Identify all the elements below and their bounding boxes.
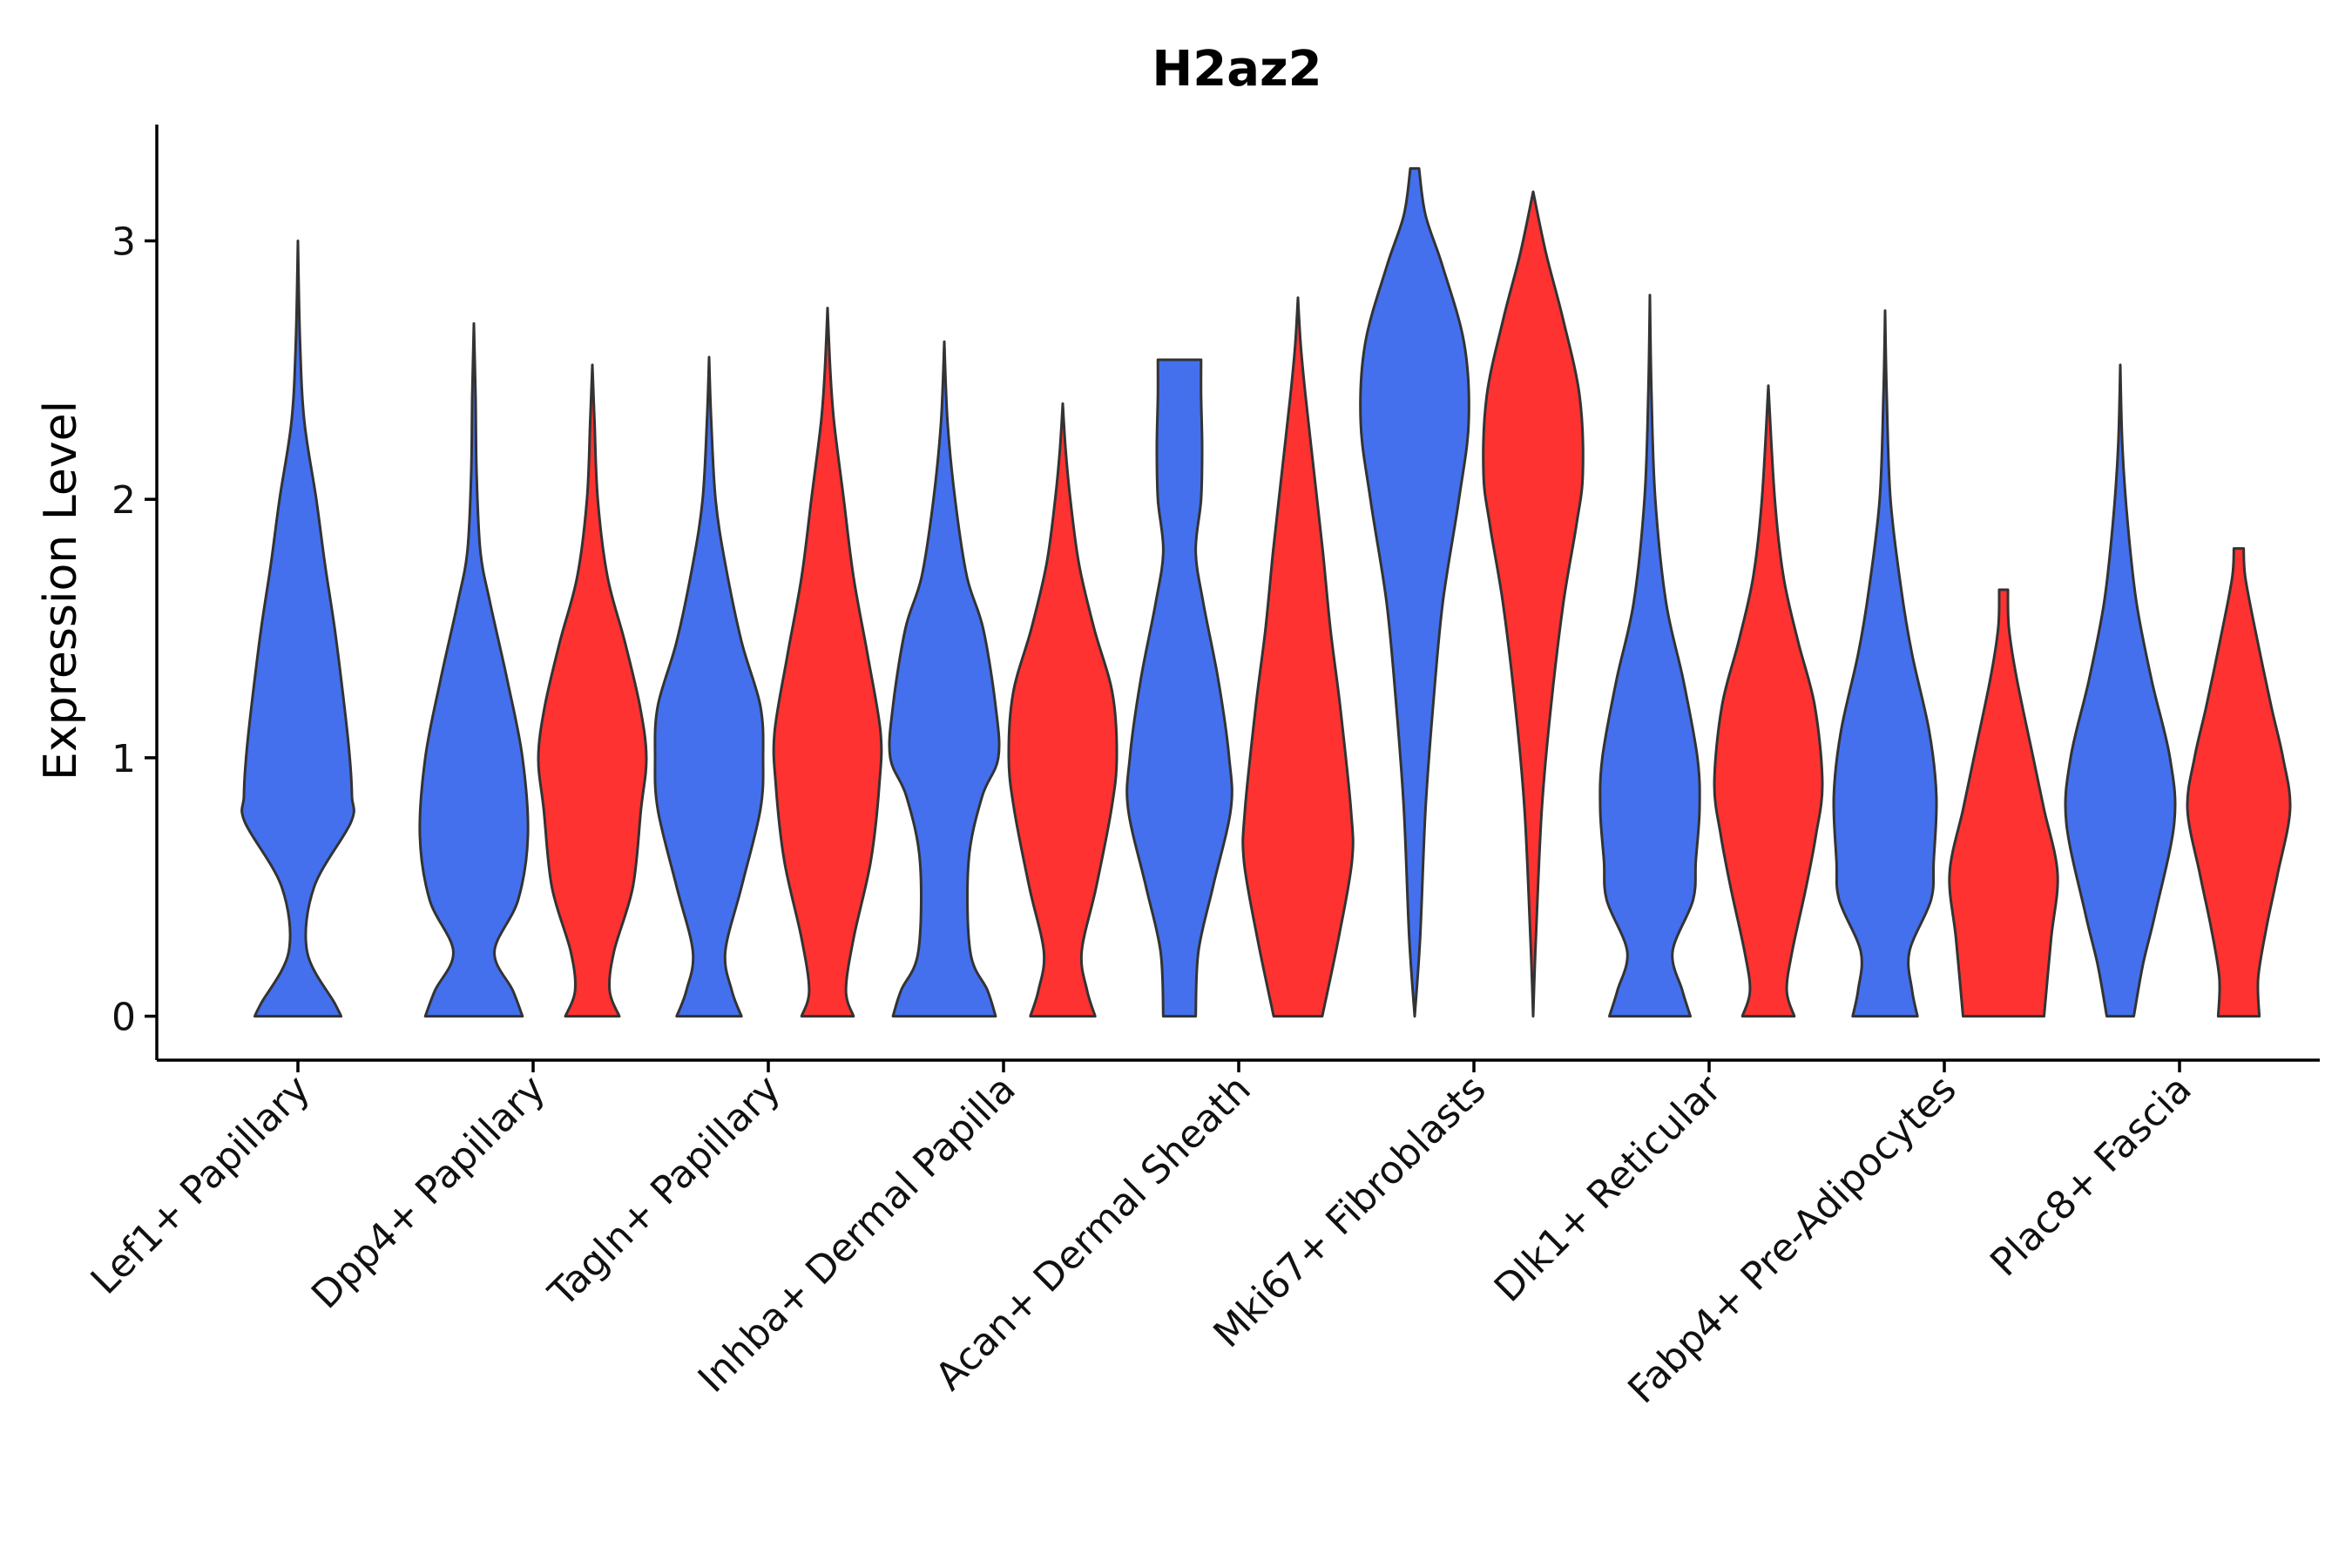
x-tick-label: Dpp4+ Papillary bbox=[303, 1067, 554, 1318]
violin-red-2 bbox=[772, 307, 883, 1018]
violin-blue-0 bbox=[240, 240, 355, 1018]
violin-blue-3 bbox=[888, 340, 1001, 1018]
violin-red-1 bbox=[537, 363, 648, 1018]
y-tick-label: 0 bbox=[112, 996, 136, 1040]
violin-blue-1 bbox=[418, 321, 530, 1018]
violin-blue-8 bbox=[2064, 363, 2177, 1018]
y-tick-label: 1 bbox=[112, 737, 136, 781]
violin-red-4 bbox=[1241, 296, 1355, 1018]
violin-red-3 bbox=[1007, 402, 1119, 1018]
violin-blue-2 bbox=[653, 355, 765, 1018]
violin-group bbox=[240, 166, 2292, 1018]
x-tick-label: Tagln+ Papillary bbox=[540, 1067, 789, 1316]
x-tick-label: Mki67+ Fibroblasts bbox=[1205, 1067, 1494, 1356]
y-axis-label: Expression Level bbox=[35, 401, 87, 781]
violin-blue-4 bbox=[1125, 358, 1233, 1018]
violin-blue-5 bbox=[1359, 166, 1470, 1018]
violin-red-5 bbox=[1482, 190, 1585, 1018]
violin-red-8 bbox=[2186, 547, 2292, 1018]
chart-title: H2az2 bbox=[1152, 41, 1321, 98]
x-tick-label: Dlk1+ Reticular bbox=[1486, 1066, 1731, 1311]
y-tick-label: 3 bbox=[112, 220, 136, 265]
violin-blue-7 bbox=[1832, 309, 1938, 1018]
violin-red-6 bbox=[1713, 384, 1824, 1018]
y-tick-label: 2 bbox=[112, 478, 136, 523]
y-axis-ticks: 0 1 2 3 bbox=[112, 220, 157, 1040]
violin-blue-6 bbox=[1598, 294, 1701, 1018]
violin-red-7 bbox=[1948, 588, 2059, 1018]
x-tick-label: Lef1+ Papillary bbox=[83, 1067, 319, 1303]
x-tick-label: Plac8+ Fascia bbox=[1982, 1067, 2200, 1286]
